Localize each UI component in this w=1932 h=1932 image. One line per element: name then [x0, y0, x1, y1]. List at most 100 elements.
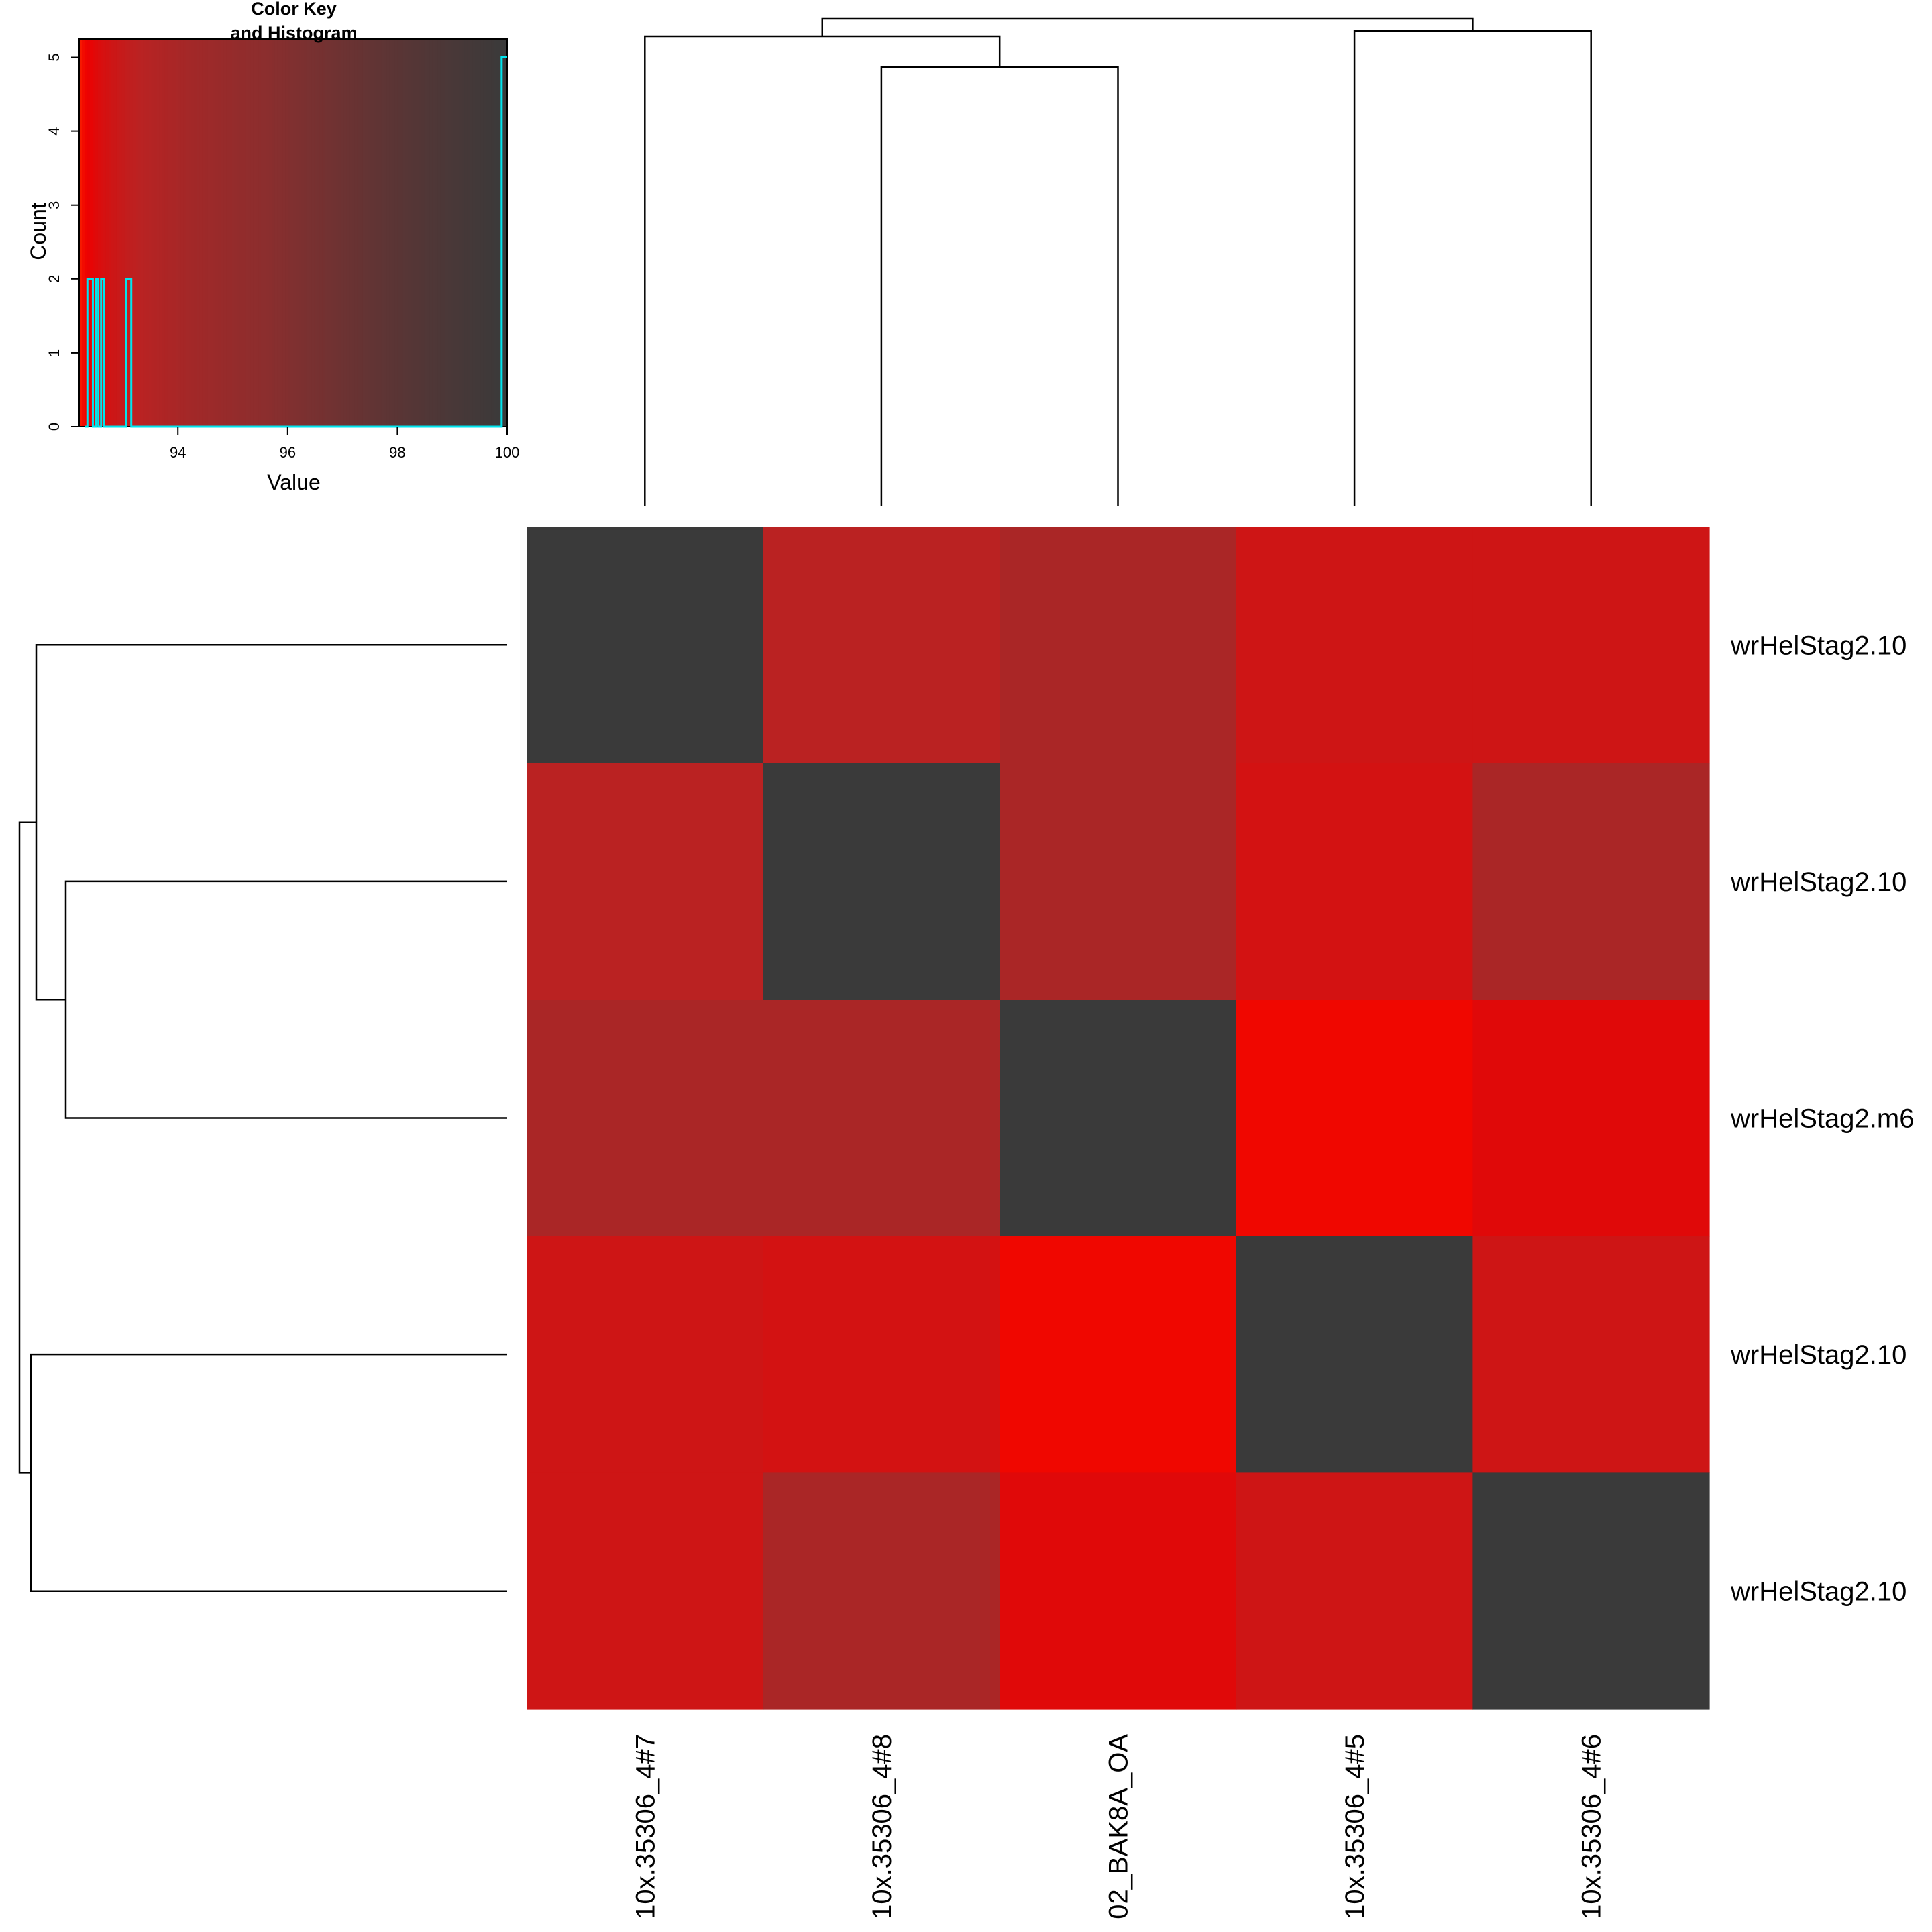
- color-key-band: [443, 39, 446, 427]
- color-key-band: [221, 39, 224, 427]
- color-key-band: [472, 39, 476, 427]
- color-key-band: [205, 39, 208, 427]
- color-key-axes: 94 96 98 100 0 1 2 3 4 5: [46, 53, 519, 461]
- heatmap-cell: [1472, 763, 1710, 1000]
- color-key-band: [338, 39, 342, 427]
- color-key-band: [231, 39, 235, 427]
- color-key-band: [81, 39, 85, 427]
- heatmap-cell: [1000, 527, 1237, 764]
- color-key-band: [319, 39, 323, 427]
- color-key-band: [223, 39, 227, 427]
- color-key-band: [352, 39, 356, 427]
- color-key-band: [491, 39, 494, 427]
- row-label: wrHelStag2.10: [1730, 631, 1907, 660]
- color-key-band: [266, 39, 270, 427]
- heatmap-cell: [763, 1000, 1000, 1237]
- color-key-band: [111, 39, 115, 427]
- color-key-band: [250, 39, 254, 427]
- color-key-band: [381, 39, 385, 427]
- color-key-band: [357, 39, 361, 427]
- color-key-band: [343, 39, 347, 427]
- color-key-band: [151, 39, 155, 427]
- color-key-band: [333, 39, 337, 427]
- column-label: 10x.35306_4#5: [1340, 1734, 1370, 1919]
- x-tick-label: 100: [495, 444, 520, 461]
- y-tick-label: 2: [46, 275, 62, 283]
- color-key-band: [183, 39, 187, 427]
- heatmap-cells: [527, 527, 1710, 1710]
- color-key-band: [186, 39, 190, 427]
- heatmap-cell: [1236, 763, 1473, 1000]
- heatmap-cell: [1236, 1472, 1473, 1710]
- color-key-band: [226, 39, 229, 427]
- dendro-link: [64, 880, 507, 1119]
- color-key-band: [178, 39, 182, 427]
- color-key-band: [282, 39, 286, 427]
- color-key-band: [295, 39, 299, 427]
- color-key-band: [105, 39, 109, 427]
- color-key-band: [264, 39, 267, 427]
- color-key-band: [197, 39, 201, 427]
- color-key-band: [119, 39, 123, 427]
- color-key-band: [365, 39, 369, 427]
- color-key-band: [170, 39, 174, 427]
- color-key-band: [202, 39, 206, 427]
- heatmap-cell: [1472, 527, 1710, 764]
- y-tick-label: 3: [46, 201, 62, 209]
- color-key-band: [478, 39, 481, 427]
- heatmap-cell: [1472, 1236, 1710, 1473]
- color-key-band: [486, 39, 489, 427]
- color-key-band: [437, 39, 441, 427]
- color-key-band: [346, 39, 350, 427]
- column-dendrogram: [644, 17, 1592, 506]
- color-key-band: [258, 39, 262, 427]
- color-key-band: [488, 39, 492, 427]
- heatmap-cell: [527, 1236, 764, 1473]
- color-key-band: [384, 39, 388, 427]
- x-tick-label: 94: [170, 444, 186, 461]
- color-key-band: [87, 39, 91, 427]
- color-key-band: [453, 39, 457, 427]
- color-key-band: [148, 39, 152, 427]
- color-key-band: [306, 39, 310, 427]
- color-key-band: [392, 39, 396, 427]
- color-key-band: [92, 39, 96, 427]
- color-key-band: [360, 39, 364, 427]
- color-key-band: [303, 39, 307, 427]
- color-key-band: [424, 39, 427, 427]
- color-key-y-axis-label: Count: [26, 203, 50, 260]
- color-key-band: [138, 39, 142, 427]
- color-key-band: [448, 39, 451, 427]
- color-key-band: [314, 39, 318, 427]
- color-key-band: [253, 39, 256, 427]
- row-label: wrHelStag2.10: [1730, 1340, 1907, 1370]
- color-key-band: [394, 39, 398, 427]
- color-key-histogram: [85, 56, 507, 428]
- color-key-band: [467, 39, 470, 427]
- color-key-band: [483, 39, 486, 427]
- color-key-band: [189, 39, 193, 427]
- histogram-line: [85, 56, 507, 428]
- color-key-band: [432, 39, 435, 427]
- color-key-band: [389, 39, 393, 427]
- color-key-band: [256, 39, 259, 427]
- color-key-band: [298, 39, 302, 427]
- color-key-band: [400, 39, 404, 427]
- color-key-band: [210, 39, 213, 427]
- color-key-band: [135, 39, 139, 427]
- color-key-band: [309, 39, 313, 427]
- color-key-band: [317, 39, 321, 427]
- color-key-band: [301, 39, 305, 427]
- row-labels: wrHelStag2.10 wrHelStag2.10 wrHelStag2.m6 w…: [1730, 631, 1914, 1606]
- color-key-band: [504, 39, 508, 427]
- color-key-band: [496, 39, 500, 427]
- color-key-band: [373, 39, 377, 427]
- color-key-band: [327, 39, 331, 427]
- heatmap-cell: [1000, 1236, 1237, 1473]
- color-key-band: [242, 39, 246, 427]
- color-key-band: [413, 39, 417, 427]
- dendro-link: [18, 821, 36, 1474]
- color-key-title-line2: and Histogram: [230, 23, 357, 43]
- color-key-title-line1: Color Key: [251, 0, 337, 19]
- color-key-band: [335, 39, 339, 427]
